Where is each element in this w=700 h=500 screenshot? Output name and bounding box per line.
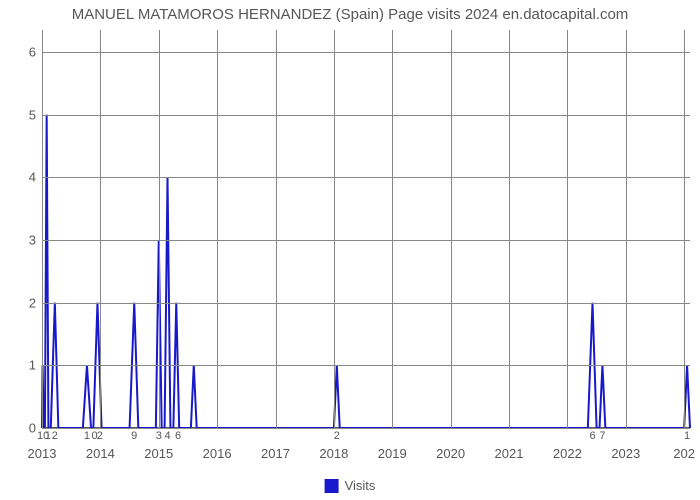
peak-value-label: 4 — [164, 430, 170, 442]
x-tick-label: 2023 — [611, 446, 640, 461]
y-gridline — [42, 115, 690, 116]
x-gridline — [100, 30, 101, 428]
peak-value-label: 1 — [45, 430, 51, 442]
y-tick-label: 1 — [29, 358, 36, 373]
x-tick-label: 2022 — [553, 446, 582, 461]
plot-area: 0123456201320142015201620172018201920202… — [42, 30, 690, 428]
x-gridline — [626, 30, 627, 428]
x-tick-label: 2019 — [378, 446, 407, 461]
chart-container: MANUEL MATAMOROS HERNANDEZ (Spain) Page … — [0, 0, 700, 500]
x-gridline — [42, 30, 43, 428]
peak-value-label: 1 — [84, 430, 90, 442]
x-tick-label: 2018 — [319, 446, 348, 461]
x-gridline — [392, 30, 393, 428]
y-tick-label: 6 — [29, 44, 36, 59]
x-tick-label: 2020 — [436, 446, 465, 461]
x-gridline — [217, 30, 218, 428]
x-tick-label: 202 — [673, 446, 695, 461]
x-tick-label: 2021 — [495, 446, 524, 461]
peak-value-label: 6 — [589, 430, 595, 442]
y-tick-label: 5 — [29, 107, 36, 122]
x-gridline — [334, 30, 335, 428]
peak-value-label: 2 — [97, 430, 103, 442]
peak-value-label: 2 — [52, 430, 58, 442]
peak-value-label: 2 — [334, 430, 340, 442]
x-tick-label: 2016 — [203, 446, 232, 461]
y-tick-label: 4 — [29, 170, 36, 185]
y-gridline — [42, 303, 690, 304]
legend-label: Visits — [345, 478, 376, 493]
y-gridline — [42, 240, 690, 241]
legend-swatch — [325, 479, 339, 493]
peak-value-label: 1 — [684, 430, 690, 442]
x-gridline — [509, 30, 510, 428]
y-tick-label: 2 — [29, 295, 36, 310]
chart-title: MANUEL MATAMOROS HERNANDEZ (Spain) Page … — [0, 6, 700, 23]
y-gridline — [42, 365, 690, 366]
legend: Visits — [325, 478, 376, 493]
x-gridline — [276, 30, 277, 428]
x-gridline — [159, 30, 160, 428]
x-gridline — [684, 30, 685, 428]
y-tick-label: 0 — [29, 421, 36, 436]
x-gridline — [451, 30, 452, 428]
x-gridline — [567, 30, 568, 428]
x-tick-label: 2013 — [28, 446, 57, 461]
peak-value-label: 7 — [599, 430, 605, 442]
y-gridline — [42, 428, 690, 429]
x-tick-label: 2014 — [86, 446, 115, 461]
peak-value-label: 9 — [131, 430, 137, 442]
peak-value-label: 6 — [175, 430, 181, 442]
x-tick-label: 2015 — [144, 446, 173, 461]
peak-value-label: 3 — [156, 430, 162, 442]
line-series — [42, 30, 690, 428]
x-tick-label: 2017 — [261, 446, 290, 461]
y-gridline — [42, 177, 690, 178]
y-tick-label: 3 — [29, 232, 36, 247]
y-gridline — [42, 52, 690, 53]
